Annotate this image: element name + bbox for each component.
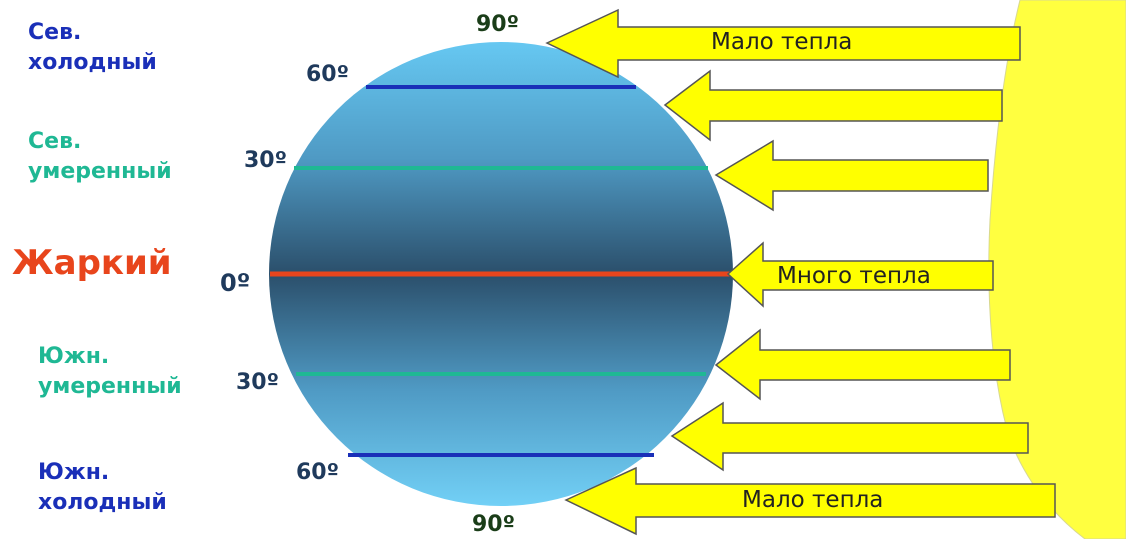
sunray-arrow-1 [545,8,1021,79]
latitude-label-south-pole: 90º [472,512,516,537]
sunray-arrow-4 [726,241,994,308]
latitude-label-south-60: 60º [296,460,340,485]
sunray-arrow-3 [714,139,989,212]
latitude-label-equator: 0º [220,269,251,297]
arrow-label-top: Мало тепла [711,29,853,55]
arrow-label-middle: Много тепла [777,263,931,289]
latitude-label-north-30: 30º [244,148,288,173]
sun [988,0,1126,539]
sunray-arrow-7 [564,466,1056,536]
arrow-label-bottom: Мало тепла [742,487,884,513]
latitude-label-north-60: 60º [306,62,350,87]
zone-label-north-cold: Сев. холодный [28,20,157,75]
sunray-arrow-5 [714,328,1011,401]
latitude-label-north-pole: 90º [476,12,520,37]
sunray-arrow-2 [663,69,1003,142]
zone-label-hot: Жаркий [12,243,172,283]
latitude-label-south-30: 30º [236,370,280,395]
sunray-arrow-6 [670,401,1029,472]
zone-label-south-cold: Южн. холодный [38,460,167,515]
zone-label-south-temperate: Южн. умеренный [38,344,182,399]
zone-label-north-temperate: Сев. умеренный [28,129,172,184]
